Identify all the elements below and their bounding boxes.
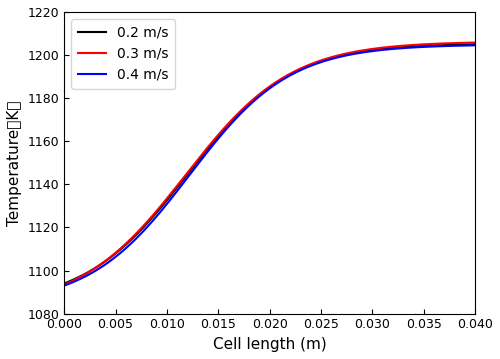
0.4 m/s xyxy=(103,262,109,266)
0.3 m/s xyxy=(228,119,234,123)
0.2 m/s xyxy=(382,47,388,51)
Line: 0.2 m/s: 0.2 m/s xyxy=(64,44,475,284)
Line: 0.4 m/s: 0.4 m/s xyxy=(64,45,475,286)
0.3 m/s xyxy=(103,258,109,262)
0.3 m/s xyxy=(344,51,349,56)
Y-axis label: Temperature（K）: Temperature（K） xyxy=(7,100,22,225)
0.2 m/s xyxy=(61,281,67,286)
0.4 m/s xyxy=(228,122,234,127)
0.2 m/s xyxy=(344,52,349,57)
0.2 m/s xyxy=(103,258,109,263)
0.3 m/s xyxy=(472,41,478,45)
0.3 m/s xyxy=(382,45,388,50)
0.2 m/s xyxy=(242,106,248,110)
0.4 m/s xyxy=(472,43,478,47)
0.2 m/s xyxy=(472,42,478,46)
0.2 m/s xyxy=(389,46,395,50)
0.4 m/s xyxy=(61,284,67,288)
0.4 m/s xyxy=(344,53,349,57)
Legend: 0.2 m/s, 0.3 m/s, 0.4 m/s: 0.2 m/s, 0.3 m/s, 0.4 m/s xyxy=(71,19,176,89)
0.4 m/s xyxy=(242,107,248,111)
0.3 m/s xyxy=(242,104,248,109)
Line: 0.3 m/s: 0.3 m/s xyxy=(64,43,475,285)
0.3 m/s xyxy=(389,45,395,49)
0.4 m/s xyxy=(382,47,388,52)
0.4 m/s xyxy=(389,47,395,51)
0.3 m/s xyxy=(61,283,67,287)
X-axis label: Cell length (m): Cell length (m) xyxy=(213,337,326,352)
0.2 m/s xyxy=(228,120,234,125)
